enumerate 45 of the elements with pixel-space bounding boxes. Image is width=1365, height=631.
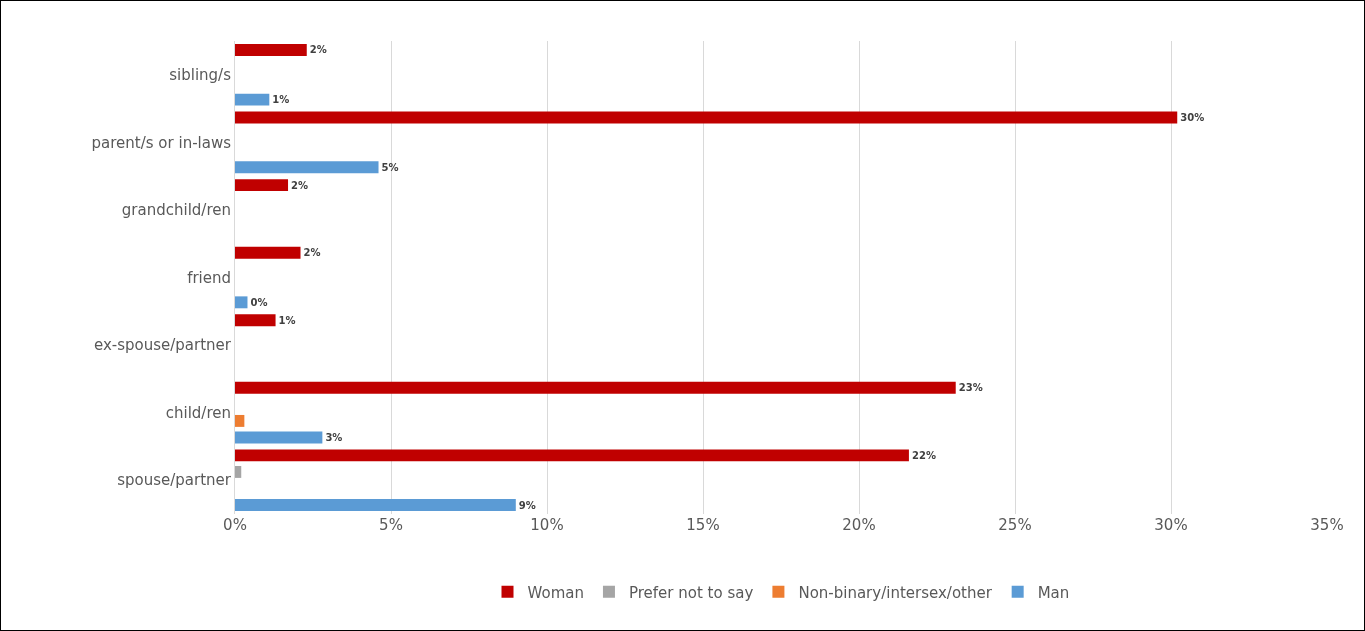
bar [235,431,323,444]
bar [235,499,516,512]
bar [235,465,242,478]
bar [235,246,301,259]
legend-label: Non-binary/intersex/other [798,583,993,602]
y-tick-label: parent/s or in-laws [91,133,232,152]
x-tick-label: 10% [530,516,564,534]
x-tick-label: 35% [1310,516,1344,534]
bar [235,43,307,56]
bar [235,161,379,174]
data-label: 22% [911,449,936,461]
y-tick-label: friend [187,268,231,287]
y-tick-label: ex-spouse/partner [93,336,232,355]
x-tick-label: 15% [686,516,720,534]
data-label: 5% [381,161,399,173]
y-tick-label: child/ren [165,403,231,422]
bar [235,381,956,394]
bar [235,296,248,309]
y-tick-label: grandchild/ren [121,201,231,220]
x-tick-label: 25% [998,516,1032,534]
x-tick-label: 20% [842,516,876,534]
data-label: 30% [1180,111,1205,123]
bar [235,449,909,462]
x-tick-label: 30% [1154,516,1188,534]
data-label: 1% [272,94,290,106]
bar [235,179,289,192]
legend-label: Prefer not to say [628,583,754,602]
x-tick-label: 5% [379,516,403,534]
data-label: 2% [309,44,327,56]
data-label: 2% [291,179,309,191]
bar [235,414,245,427]
data-label: 1% [278,314,296,326]
data-label: 9% [518,499,536,511]
y-tick-label: sibling/s [169,66,232,85]
data-label: 23% [958,382,983,394]
bar [235,111,1178,124]
legend-label: Woman [527,583,584,602]
data-label: 2% [303,247,321,259]
data-label: 3% [325,431,343,443]
x-tick-label: 0% [223,516,247,534]
legend-label: Man [1037,583,1070,602]
data-label: 0% [250,296,268,308]
bar [235,314,276,327]
y-tick-label: spouse/partner [117,471,232,490]
bar [235,93,270,106]
